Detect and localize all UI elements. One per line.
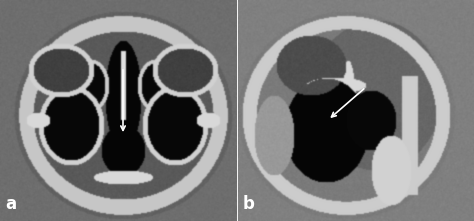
Text: b: b [243,195,255,213]
Text: a: a [5,195,16,213]
